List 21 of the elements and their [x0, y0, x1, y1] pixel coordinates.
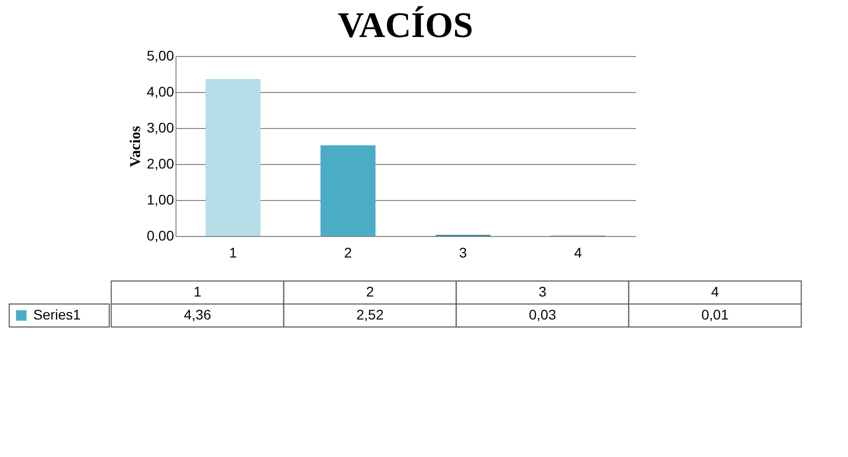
y-tick-label: 3,00	[146, 120, 174, 136]
x-tick-label: 2	[344, 244, 352, 260]
x-tick-label: 1	[229, 244, 238, 260]
text: 4,36	[184, 306, 212, 322]
y-tick-label: 1,00	[146, 192, 174, 208]
category-label: 1	[194, 284, 202, 300]
y-tick-label: 5,00	[146, 48, 174, 64]
y-tick-label: 4,00	[146, 84, 174, 100]
text: 2,52	[356, 306, 384, 322]
category-label: 2	[366, 284, 374, 300]
text: 0,01	[701, 306, 729, 322]
chart-title: VACÍOS	[338, 5, 474, 45]
text: 0,03	[528, 306, 556, 322]
y-tick-label: 2,00	[146, 156, 174, 172]
x-tick-label: 3	[459, 244, 468, 260]
x-tick-label: 4	[574, 244, 582, 260]
y-axis-title: Vacios	[128, 126, 144, 168]
category-label: 4	[711, 284, 719, 300]
category-label: 3	[538, 284, 546, 300]
legend-label: Series1	[33, 306, 81, 322]
y-tick-label: 0,00	[146, 228, 174, 244]
